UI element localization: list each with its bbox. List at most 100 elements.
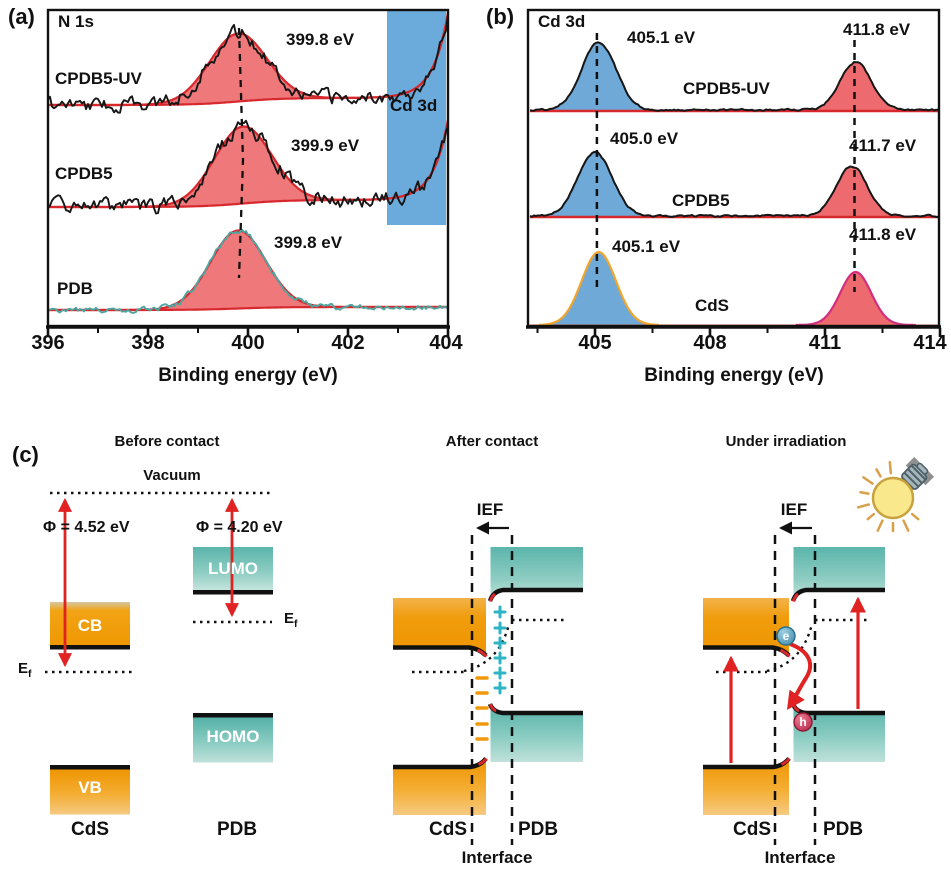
row-label: CPDB5-UV [683,79,770,98]
row-label: CdS [695,296,729,315]
ray [875,468,882,478]
envelope-line [795,270,916,327]
ray [862,476,874,485]
fit-envelope-line [48,12,450,107]
row-label: CPDB5 [672,191,730,210]
peak-fill [539,152,651,216]
row-label: CPDB5-UV [55,69,142,88]
homo-label: HOMO [206,727,260,746]
peak-label: 411.8 eV [843,20,911,39]
peak-label: 405.1 eV [627,28,696,47]
cb-band [703,598,789,654]
panel-b-letter: (b) [486,4,515,29]
plus-charge-icon [493,605,507,619]
x-tick: 398 [131,332,165,354]
material-pdb: PDB [216,819,258,840]
under-irradiation-group [703,456,935,845]
fit-peak-fill [48,120,448,207]
homo-band [490,705,583,762]
x-tick: 402 [331,332,365,354]
peak-label: 399.9 eV [291,136,360,155]
peak-fill [799,272,912,325]
vacuum-label: Vacuum [143,467,201,484]
x-tick: 400 [231,332,265,354]
vb-band [703,759,789,815]
ray [902,519,910,532]
x-axis-title: Binding energy (eV) [158,365,338,386]
lumo-band [490,547,583,601]
diagram-title-under: Under irradiation [725,433,847,450]
diagram-title-after: After contact [445,433,539,450]
lumo-band [793,547,885,601]
raw-data-line [47,14,449,114]
plus-charge-icon [493,666,507,680]
xps-spectra-plot [46,8,942,337]
work-function-cds: Φ = 4.52 eV [43,519,130,536]
fit-peak-fill [48,230,448,310]
interface-charges [475,605,507,741]
electron-label: e [782,629,790,643]
material-cds: CdS [429,819,467,840]
material-pdb: PDB [822,819,864,840]
peak-label: 405.1 eV [612,237,681,256]
x-tick: 408 [693,332,727,354]
plus-charge-icon [493,651,507,665]
cb-band [393,598,486,654]
panel-a-letter: (a) [8,4,35,29]
before-contact-group [45,491,273,815]
ray [866,512,876,521]
x-tick: 411 [808,332,842,354]
peak-label: 399.8 eV [286,30,355,49]
fermi-label-cds: Ef [18,660,32,680]
raw-data-line [47,228,449,314]
vb-label: VB [78,778,102,797]
electron-transfer-arrow [786,642,812,711]
interface-label: Interface [461,848,533,867]
peak-fill [542,42,655,110]
interface-label: Interface [764,848,836,867]
panel-b-region-label: Cd 3d [538,12,586,31]
ief-label: IEF [780,500,808,519]
ief-label: IEF [476,500,504,519]
diagram-title-before: Before contact [114,433,220,450]
vb-box [50,769,130,815]
after-contact-group [393,521,583,845]
x-axis-title: Binding energy (eV) [644,365,824,386]
fermi-label-pdb: Ef [284,610,298,630]
ray [876,519,884,532]
material-pdb: PDB [517,819,559,840]
cb-label: CB [77,616,103,635]
peak-label: 411.7 eV [849,136,917,155]
hole-ball [793,712,813,732]
work-function-pdb: Φ = 4.20 eV [196,519,283,536]
x-tick: 405 [578,332,612,354]
plus-charge-icon [493,621,507,635]
peak-fill [542,252,655,325]
raw-data-line [47,119,449,215]
hole-label: h [799,715,807,729]
envelope-line [529,41,939,112]
ray [888,460,893,475]
cd3d-overlap-label: Cd 3d [390,96,438,115]
row-label: PDB [57,279,93,298]
bulb-rays [856,460,920,533]
peak-label: 399.8 eV [274,233,343,252]
material-cds: CdS [71,819,109,840]
electron-ball [776,626,796,646]
x-tick: 396 [31,332,65,354]
peak-position-dash-line [237,27,245,279]
panel-a-region-label: N 1s [58,12,94,31]
x-tick: 414 [913,332,947,354]
material-cds: CdS [733,819,771,840]
plus-charge-icon [493,681,507,695]
panel-c-letter: (c) [12,442,39,467]
peak-label: 411.8 eV [849,225,917,244]
ray [910,512,920,521]
row-label: CPDB5 [55,164,113,183]
light-bulb-icon [856,456,935,533]
peak-fill [795,166,908,216]
peak-label: 405.0 eV [610,129,679,148]
vb-band [393,759,486,815]
band-diagram [45,456,935,845]
ray [859,491,870,495]
